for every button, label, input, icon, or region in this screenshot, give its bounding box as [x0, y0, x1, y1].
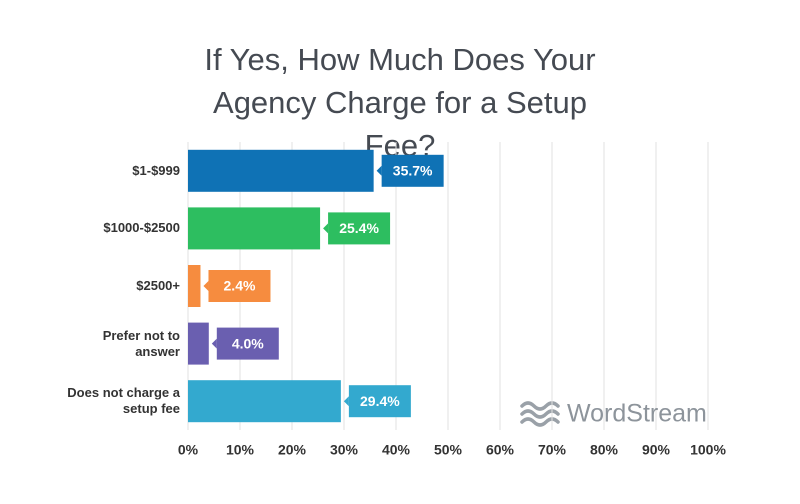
value-label-pointer — [343, 396, 349, 407]
x-tick-label: 100% — [690, 442, 726, 458]
value-label-box — [208, 270, 271, 302]
category-label: $2500+ — [136, 278, 180, 293]
value-label-box — [216, 327, 279, 360]
bar — [188, 265, 201, 307]
bar — [188, 322, 209, 365]
x-tick-label: 0% — [178, 442, 199, 458]
x-tick-label: 10% — [226, 442, 255, 458]
value-label-box — [328, 212, 391, 245]
category-label: Prefer not to answer — [102, 327, 180, 359]
x-tick-label: 90% — [642, 442, 671, 458]
x-tick-label: 60% — [486, 442, 515, 458]
value-label: 29.4% — [360, 393, 400, 409]
bar — [188, 380, 341, 423]
value-label: 4.0% — [232, 335, 264, 351]
watermark-logo — [520, 401, 560, 427]
category-label: Does not charge a setup fee — [67, 385, 180, 417]
value-label-box — [348, 385, 411, 418]
value-label-pointer — [376, 165, 382, 176]
value-label-box — [381, 154, 444, 187]
value-label: 25.4% — [339, 220, 379, 236]
category-label: $1-$999 — [132, 162, 180, 178]
watermark: WordStream — [567, 400, 707, 428]
bar — [188, 207, 321, 250]
chart-title: If Yes, How Much Does Your Agency Charge… — [204, 42, 596, 163]
x-tick-label: 50% — [434, 442, 463, 458]
value-label-pointer — [203, 281, 209, 291]
category-label: $1000-$2500 — [103, 220, 180, 236]
x-tick-label: 40% — [382, 442, 411, 458]
x-tick-label: 80% — [590, 442, 619, 458]
x-tick-label: 20% — [278, 442, 307, 458]
x-tick-label: 30% — [330, 442, 359, 458]
value-label: 2.4% — [224, 278, 256, 294]
value-label-pointer — [323, 223, 329, 234]
bar — [188, 149, 374, 192]
x-tick-label: 70% — [538, 442, 567, 458]
value-label: 35.7% — [393, 163, 433, 179]
value-label-pointer — [211, 338, 217, 349]
